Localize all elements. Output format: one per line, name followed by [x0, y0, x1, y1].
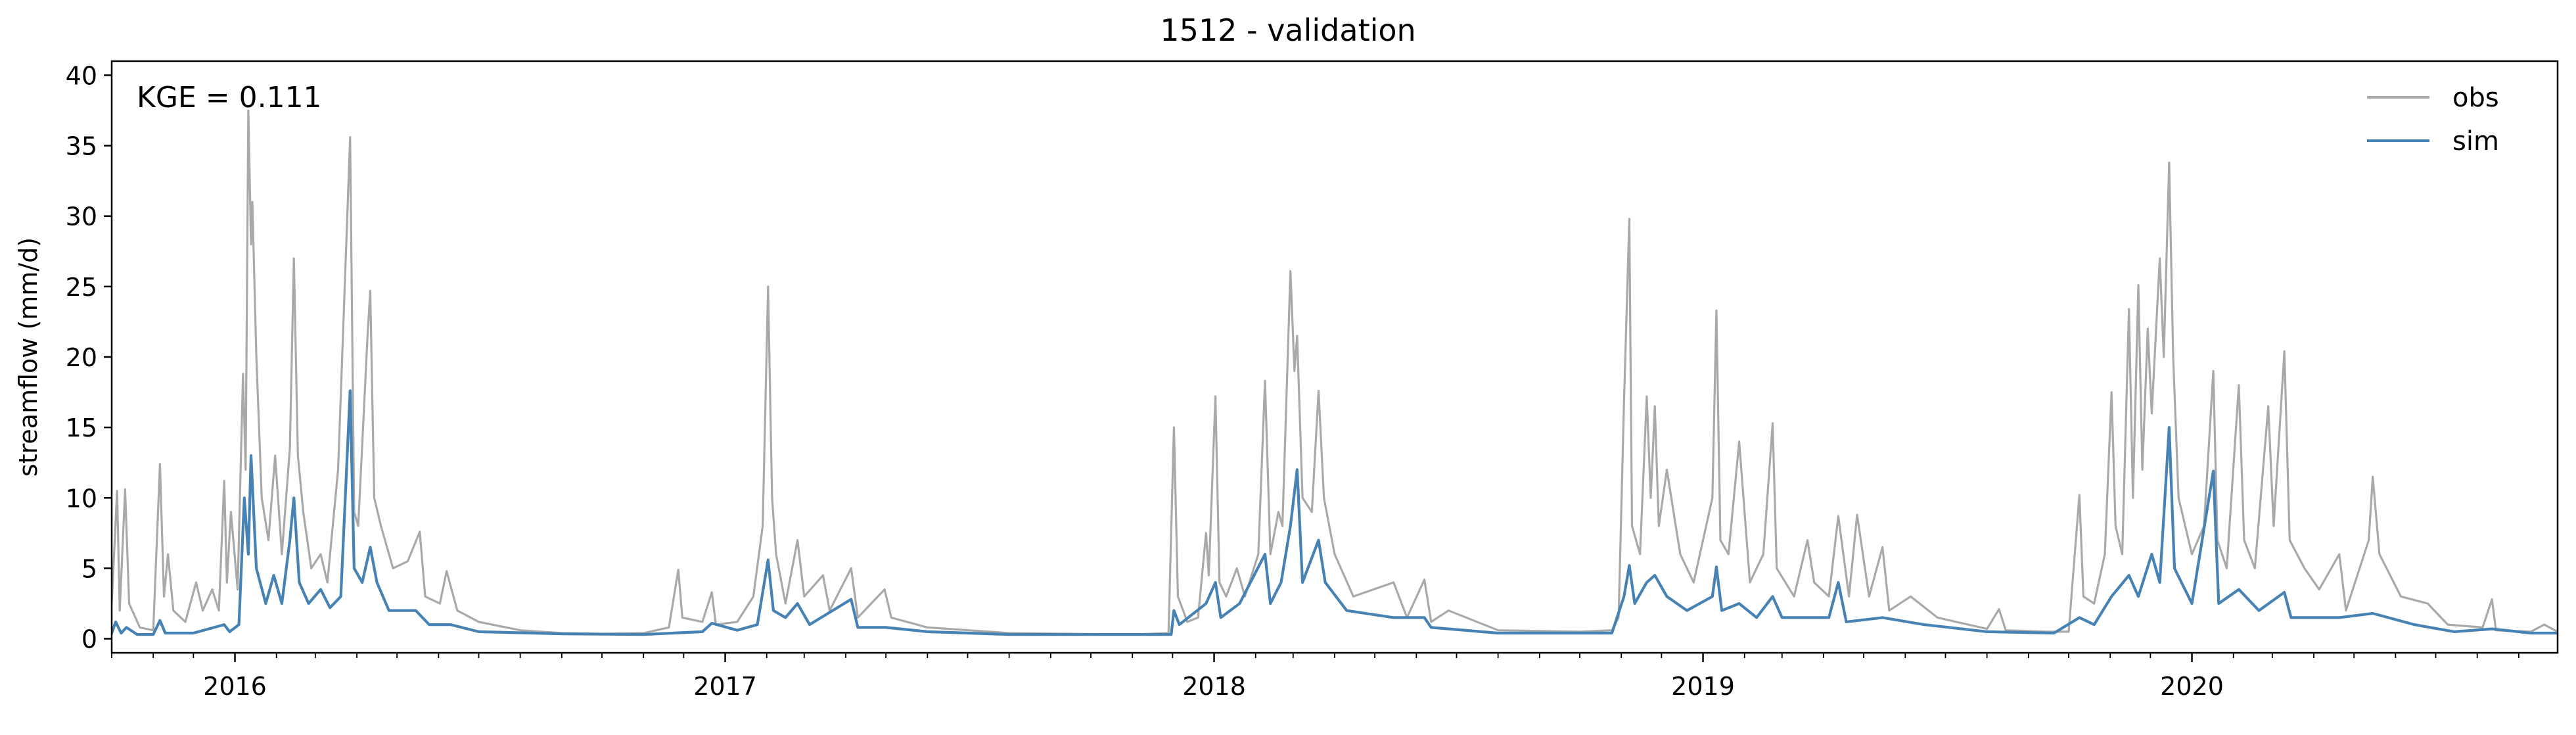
- y-tick-label: 25: [66, 273, 97, 302]
- y-axis-label: streamflow (mm/d): [14, 237, 43, 477]
- chart-title: 1512 - validation: [1160, 12, 1415, 48]
- legend: obs sim: [2367, 83, 2499, 156]
- y-tick-label: 20: [66, 343, 97, 372]
- series-line-sim: [112, 389, 2558, 636]
- y-tick-label: 0: [81, 625, 97, 654]
- x-tick-label: 2018: [1182, 672, 1246, 701]
- y-tick-label: 40: [66, 61, 97, 90]
- series-line-obs: [112, 109, 2558, 636]
- kge-annotation: KGE = 0.111: [137, 81, 322, 114]
- x-tick-label: 2019: [1671, 672, 1735, 701]
- y-axis: 0 5 10 15 20 25 30 35 40: [66, 61, 112, 654]
- y-tick-label: 30: [66, 202, 97, 231]
- y-tick-label: 10: [66, 484, 97, 513]
- y-tick-label: 15: [66, 414, 97, 442]
- x-tick-label: 2016: [203, 672, 267, 701]
- y-tick-label: 35: [66, 132, 97, 161]
- series-layer: [112, 109, 2558, 636]
- y-tick-label: 5: [81, 554, 97, 583]
- x-tick-label: 2020: [2160, 672, 2224, 701]
- x-tick-label: 2017: [693, 672, 757, 701]
- legend-label-obs: obs: [2452, 83, 2499, 113]
- x-axis: 2016 2017 2018 2019 2020: [111, 653, 2519, 701]
- legend-label-sim: sim: [2452, 126, 2499, 156]
